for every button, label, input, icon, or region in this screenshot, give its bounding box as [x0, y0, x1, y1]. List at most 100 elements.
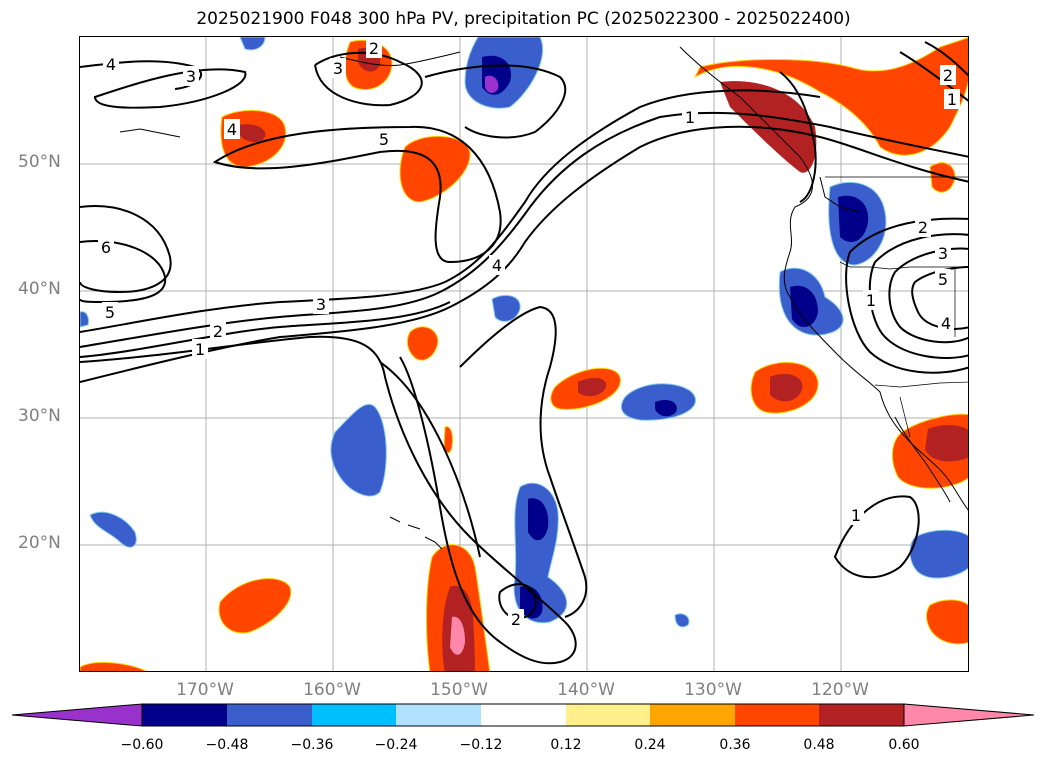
contour-label: 2	[918, 218, 928, 237]
anomaly-strong-neg-subtropical-c	[655, 400, 677, 417]
contour-label: 1	[866, 291, 876, 310]
contour-1-east-high	[845, 217, 968, 374]
anomaly-strong-neg-south-central-a	[528, 498, 549, 541]
contour-3-north	[93, 68, 247, 109]
colorbar-tick: −0.24	[374, 737, 418, 753]
colorbar-tick: 0.24	[634, 737, 666, 753]
contour-label: 5	[379, 130, 389, 149]
lon-label: 140°W	[557, 680, 615, 700]
lon-label: 130°W	[684, 680, 742, 700]
map-canvas: 4 3 3 2 4 5 6 5 3 2 1 4 1 2	[80, 37, 968, 671]
anomaly-strong-aleutian-east	[240, 124, 266, 143]
contour-label: 5	[938, 270, 948, 289]
contour-label: 1	[195, 340, 205, 359]
contour-label: 2	[511, 610, 521, 629]
contour-label: 3	[333, 59, 343, 78]
contour-label: 3	[186, 67, 196, 86]
anomaly-strong-subtropical-a	[578, 377, 607, 397]
contour-label: 6	[101, 238, 111, 257]
contour-1-coast	[779, 71, 817, 203]
map-panel: 4 3 3 2 4 5 6 5 3 2 1 4 1 2	[79, 36, 969, 672]
contour-3-east-high	[888, 247, 968, 344]
contour-label: 3	[938, 244, 948, 263]
contour-label: 4	[492, 256, 502, 275]
anomaly-extreme-neg-north-pacific	[485, 75, 499, 93]
colorbar-segment	[227, 704, 312, 726]
anomaly-strong-neg-pacific-northwest	[838, 195, 869, 242]
colorbar-segment	[142, 704, 227, 726]
contour-label: 5	[105, 303, 115, 322]
contour-3-jet	[80, 89, 821, 333]
contour-5-west	[80, 240, 167, 304]
colorbar-segment	[735, 704, 819, 726]
colorbar-segment	[312, 704, 396, 726]
colorbar-segment	[566, 704, 650, 726]
lat-label: 20°N	[18, 533, 61, 553]
colorbar-extend-high	[903, 703, 1035, 727]
contour-label: 4	[941, 314, 951, 333]
colorbar-tick: 0.60	[888, 737, 920, 753]
contour-label: 4	[227, 120, 237, 139]
anomaly-neg-west-small	[89, 511, 137, 548]
map-title: 2025021900 F048 300 hPa PV, precipitatio…	[196, 9, 851, 29]
contour-1-south	[80, 335, 577, 665]
contour-4-northwest	[80, 60, 203, 90]
contour-1-trough	[459, 305, 588, 618]
colorbar-tick: −0.12	[459, 737, 503, 753]
contour-label: 1	[851, 506, 861, 525]
anomaly-neg-east-pacific-small	[491, 294, 521, 322]
contour-label: 2	[213, 322, 223, 341]
contour-label-group: 4 3 3 2 4 5 6 5 3 2 1 4 1 2	[98, 38, 960, 629]
contour-label: 1	[685, 108, 695, 127]
contour-2-east-high	[868, 233, 968, 359]
contour-1-hawaii-loop	[379, 361, 481, 558]
anomaly-pos-southwest-corner	[80, 662, 147, 671]
contour-label: 2	[943, 66, 953, 85]
contour-label: 3	[316, 295, 326, 314]
contour-label: 2	[369, 39, 379, 58]
contour-2-small-loop	[498, 583, 538, 620]
colorbar-segment	[819, 704, 904, 726]
contour-5-jet	[80, 125, 968, 383]
anomaly-pos-southeast	[926, 599, 968, 645]
anomaly-neg-aleutian-small	[239, 37, 266, 51]
lon-label: 170°W	[176, 680, 234, 700]
contour-5-north	[424, 64, 567, 139]
contour-5-trough	[212, 125, 502, 264]
contour-4-jet	[80, 111, 968, 348]
anomaly-pos-south-pacific-b	[218, 578, 292, 634]
contour-6-west	[80, 205, 172, 294]
colorbar	[11, 703, 1035, 727]
anomaly-neg-far-west-edge	[80, 311, 89, 328]
anomaly-neg-hawaii-north	[330, 404, 387, 497]
pv-contours	[80, 41, 968, 665]
contour-label: 1	[947, 90, 957, 109]
lon-label: 150°W	[430, 680, 488, 700]
colorbar-tick: −0.60	[120, 737, 164, 753]
contour-1-northeast	[899, 51, 968, 102]
contour-label: 4	[106, 55, 116, 74]
colorbar-tick: 0.12	[550, 737, 582, 753]
anomaly-neg-tiny-south	[674, 613, 690, 628]
anomaly-strong-neg-california	[790, 285, 818, 328]
negative-anomaly-blobs	[80, 37, 968, 628]
anomaly-strong-subtropical-b	[770, 373, 803, 402]
contour-1-southeast-loop	[833, 495, 920, 579]
contour-2-jet	[80, 301, 451, 358]
colorbar-tick: 0.48	[803, 737, 835, 753]
colorbar-segment	[650, 704, 735, 726]
anomaly-strong-mexico	[925, 425, 968, 462]
lat-label: 50°N	[18, 152, 61, 172]
contour-3-north-arc	[314, 51, 423, 107]
contour-2-northeast	[924, 41, 968, 77]
anomaly-neg-southeast	[909, 529, 968, 579]
lat-label: 30°N	[18, 406, 61, 426]
anomaly-strong-neg-south-central-b	[520, 586, 543, 619]
coastlines	[119, 46, 968, 550]
anomaly-pos-gulf-alaska	[693, 37, 968, 156]
lon-label: 120°W	[811, 680, 869, 700]
colorbar-tick: −0.48	[205, 737, 249, 753]
colorbar-tick: 0.36	[719, 737, 751, 753]
colorbar-tick: −0.36	[290, 737, 334, 753]
colorbar-segment	[396, 704, 481, 726]
